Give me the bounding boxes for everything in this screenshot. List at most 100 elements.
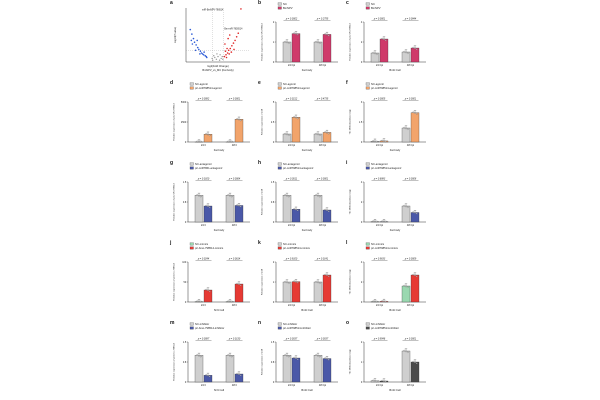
replicate-dot (295, 208, 297, 211)
replicate-dot (209, 206, 211, 208)
y-tick-label: 0.8 (271, 361, 275, 364)
legend-swatch (277, 326, 282, 330)
volcano-point-down (189, 28, 192, 31)
bar (225, 195, 235, 223)
replicate-dot (403, 284, 405, 287)
y-tick-label: 2 (361, 281, 363, 284)
volcano-point-down (190, 39, 193, 42)
p-value: p = 0.0130 (228, 338, 241, 341)
y-axis-label: The DNA abundance (ng) (349, 269, 352, 294)
bar (322, 274, 332, 303)
legend-entry: NC-mimics (283, 242, 297, 246)
replicate-dot (317, 355, 319, 357)
group-label: 24 hpi (288, 143, 296, 147)
bar (313, 195, 323, 223)
volcano-point-up (230, 51, 233, 53)
panel-label: h (258, 160, 262, 166)
volcano-point-ns (211, 57, 213, 60)
replicate-dot (414, 274, 416, 277)
replicate-dot (231, 300, 233, 303)
volcano-point-up (240, 8, 242, 10)
panel-label: n (258, 320, 262, 326)
replicate-dot (198, 355, 200, 357)
volcano-point-ns (218, 59, 221, 61)
panel-n: n NC-inhibitor pri-miR798514-inhibitor 0 0.8… (258, 320, 342, 400)
y-tick-label: 1.5 (271, 341, 275, 344)
x-axis-caption: BmNPV_vs_MC (Fat body) (202, 68, 233, 72)
replicate-dot (207, 205, 209, 208)
replicate-dot (295, 357, 297, 360)
panel-c: c NC BmNPV 0 2 4 Relative expression of pri-mi… (346, 0, 430, 80)
replicate-dot (412, 211, 414, 213)
y-axis-label: Relative expression of pri-bmo-798514 (173, 262, 176, 300)
legend-entry: pri-miR798514-inhibitor (371, 326, 399, 330)
group-label: 24 h (201, 143, 207, 147)
replicate-dot (205, 133, 207, 135)
replicate-dot (326, 274, 328, 277)
y-tick-label: 50 (184, 281, 187, 284)
y-tick-label: 0 (273, 141, 275, 144)
group-label: 24 h (201, 383, 207, 387)
replicate-dot (240, 205, 242, 208)
volcano-point-up (226, 52, 229, 54)
replicate-dot (236, 282, 238, 285)
legend-swatch (189, 82, 194, 86)
p-value: p = 0.0001 (228, 98, 241, 101)
panel-label: o (346, 320, 350, 326)
bar (203, 134, 213, 143)
replicate-dot (383, 220, 385, 223)
replicate-dot (209, 375, 211, 378)
bar (410, 212, 420, 223)
volcano-point-ns (216, 53, 218, 55)
panel-m: m NC-inhibitor pri-bmo-798514-inhibitor 0 0.… (170, 320, 254, 400)
legend-entry: pri-miR798514-agomir (195, 86, 222, 90)
y-tick-label: 4 (361, 261, 363, 264)
panel-label: l (346, 240, 348, 246)
replicate-dot (293, 116, 295, 118)
panel-label: j (170, 240, 172, 246)
legend-entry: NC-agomir (371, 82, 384, 86)
replicate-dot (372, 300, 374, 302)
y-tick-label: 0 (273, 221, 275, 224)
x-axis-label: Fat body (302, 68, 313, 72)
replicate-dot (328, 210, 330, 212)
panel-i: i NC-antagomir pri-miR798514-antagomir 0 2 4 T… (346, 160, 430, 240)
bar (203, 205, 213, 223)
legend-entry: NC-agomir (283, 82, 296, 86)
replicate-dot (293, 356, 295, 359)
replicate-dot (416, 275, 418, 277)
replicate-dot (416, 48, 418, 50)
volcano-point-down (191, 43, 194, 45)
x-axis-label: Fat body (302, 148, 313, 152)
legend-swatch (365, 6, 370, 10)
panel-label: k (258, 240, 261, 246)
legend-swatch (365, 242, 370, 246)
panel-e: e NC-agomir pri-miR798514-agomir 0 2.5 5 Relat… (258, 80, 342, 160)
replicate-dot (414, 361, 416, 364)
volcano-point-up (225, 56, 228, 59)
replicate-dot (315, 354, 317, 356)
replicate-dot (414, 112, 416, 114)
replicate-dot (238, 283, 240, 286)
x-axis-label: BmN Cell (389, 308, 401, 312)
legend-entry: NC (371, 2, 375, 6)
replicate-dot (414, 212, 416, 214)
replicate-dot (315, 194, 317, 196)
replicate-dot (412, 360, 414, 363)
y-tick-label: 1.5 (183, 181, 187, 184)
replicate-dot (374, 380, 376, 382)
replicate-dot (328, 34, 330, 37)
x-axis-label: Fat body (302, 228, 313, 232)
group-label: 48 hpi (319, 143, 327, 147)
replicate-dot (317, 133, 319, 136)
legend-entry: NC-inhibitor (195, 322, 209, 326)
group-label: 48 hpi (319, 303, 327, 307)
bar (401, 285, 411, 303)
replicate-dot (328, 132, 330, 135)
replicate-dot (381, 139, 383, 142)
legend-swatch (277, 246, 282, 250)
